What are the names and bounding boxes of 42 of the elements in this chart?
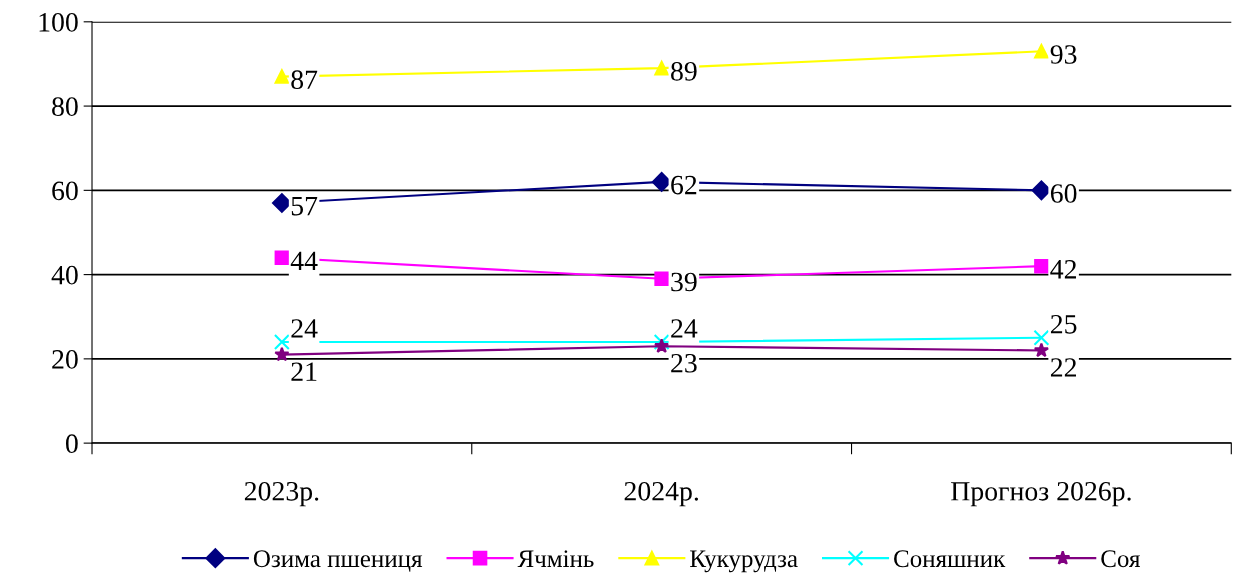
data-label: 93: [1050, 45, 1077, 64]
y-tick-label: 20: [52, 350, 78, 369]
point: [1034, 258, 1049, 274]
point: [654, 60, 669, 76]
data-label: 62: [671, 175, 697, 195]
point: [274, 69, 290, 84]
point: [1033, 342, 1050, 358]
data-label: 24: [671, 319, 698, 338]
legend-label: Соняшник: [894, 550, 1006, 568]
data-label: 23: [671, 353, 697, 373]
point: [1033, 329, 1050, 346]
data-label: 22: [1050, 358, 1076, 377]
point: [274, 250, 290, 266]
x-tick-label: 2023р.: [244, 481, 319, 507]
data-label: 87: [291, 70, 318, 90]
y-tick-label: 100: [39, 12, 78, 32]
y-tick-label: 60: [52, 181, 78, 201]
y-tick-label: 0: [65, 434, 78, 454]
legend-label: Озима пшениця: [253, 550, 423, 572]
y-tick-label: 40: [51, 265, 78, 285]
point: [1034, 44, 1049, 59]
data-label: 60: [1050, 184, 1077, 203]
point: [651, 172, 672, 192]
point: [274, 346, 290, 362]
data-label: 57: [291, 197, 318, 216]
legend-label: Соя: [1101, 550, 1140, 568]
data-label: 89: [671, 61, 697, 81]
point: [273, 334, 290, 350]
legend-label: Кукурудза: [690, 550, 798, 573]
legend-label: Ячмінь: [517, 550, 594, 567]
point: [654, 338, 670, 353]
data-label: 21: [291, 362, 317, 381]
data-label: 42: [1050, 260, 1076, 279]
data-label: 44: [290, 251, 318, 270]
point: [654, 271, 669, 287]
point: [272, 193, 292, 213]
data-label: 25: [1050, 314, 1077, 334]
x-tick-label: 2024р.: [624, 481, 699, 507]
data-label: 39: [671, 272, 697, 292]
data-label: 24: [291, 319, 318, 338]
x-tick-label: Прогноз 2026р.: [951, 481, 1131, 507]
y-tick-label: 80: [52, 97, 78, 116]
